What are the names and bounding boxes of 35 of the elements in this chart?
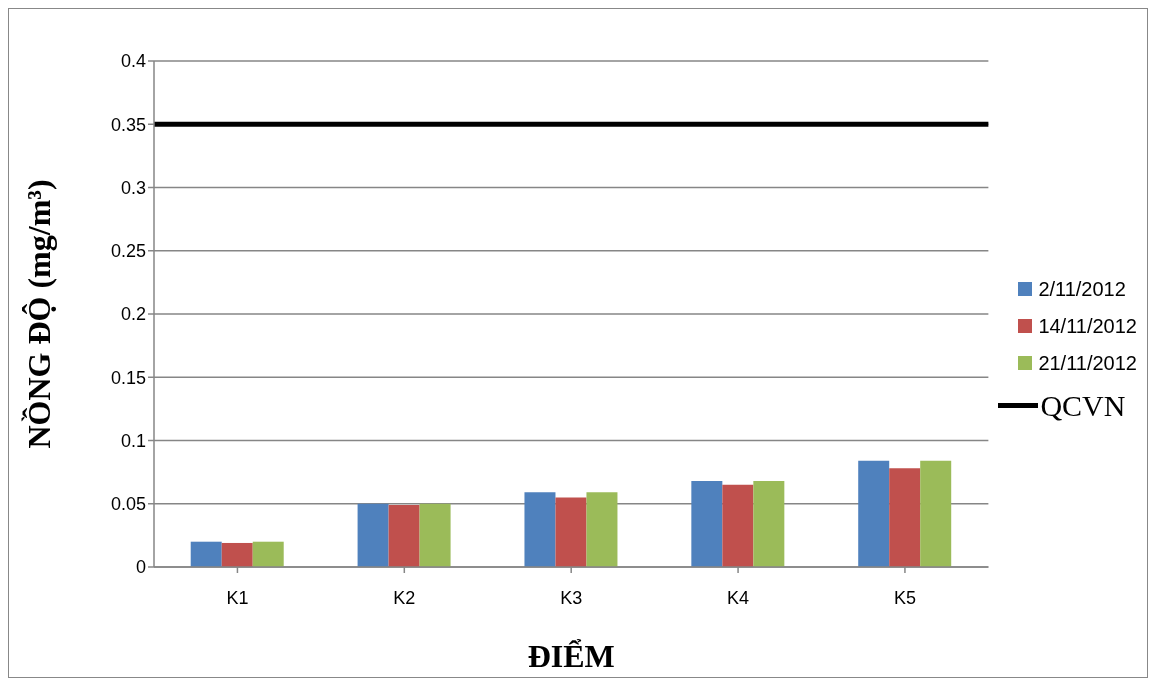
bar	[753, 480, 785, 567]
bar	[722, 484, 754, 567]
y-tick-label: 0.35	[110, 114, 146, 135]
y-tick-label: 0.25	[110, 241, 146, 262]
legend-label: 2/11/2012	[1037, 277, 1127, 301]
bar	[524, 492, 556, 567]
bar	[691, 480, 723, 567]
y-axis-title: NỒNG ĐỘ (mg/m³)	[21, 179, 58, 449]
y-tick-label: 0.2	[120, 304, 146, 325]
bar	[221, 542, 253, 567]
y-tick-label: 0.3	[120, 177, 146, 198]
bar	[357, 503, 389, 567]
legend-label: 14/11/2012	[1037, 314, 1137, 338]
x-tick-label: K2	[393, 587, 416, 608]
bar	[889, 468, 921, 567]
bar	[920, 460, 952, 567]
bar	[190, 541, 222, 567]
x-tick-label: K3	[560, 587, 583, 608]
y-tick-label: 0.4	[120, 51, 146, 72]
x-tick-label: K1	[226, 587, 249, 608]
x-axis-title: ĐIỂM	[527, 638, 615, 674]
bar	[388, 505, 420, 567]
bar	[252, 541, 284, 567]
bar	[586, 492, 618, 567]
legend-label: QCVN	[1039, 388, 1127, 423]
y-tick-label: 0.1	[120, 430, 146, 451]
x-tick-label: K4	[727, 587, 750, 608]
y-tick-label: 0.15	[110, 367, 146, 388]
y-tick-label: 0.05	[110, 494, 146, 515]
bar	[858, 460, 890, 567]
y-tick-label: 0	[135, 557, 146, 578]
x-tick-label: K5	[893, 587, 916, 608]
legend-label: 21/11/2012	[1037, 351, 1137, 375]
bar	[419, 503, 451, 567]
bar	[555, 497, 587, 567]
